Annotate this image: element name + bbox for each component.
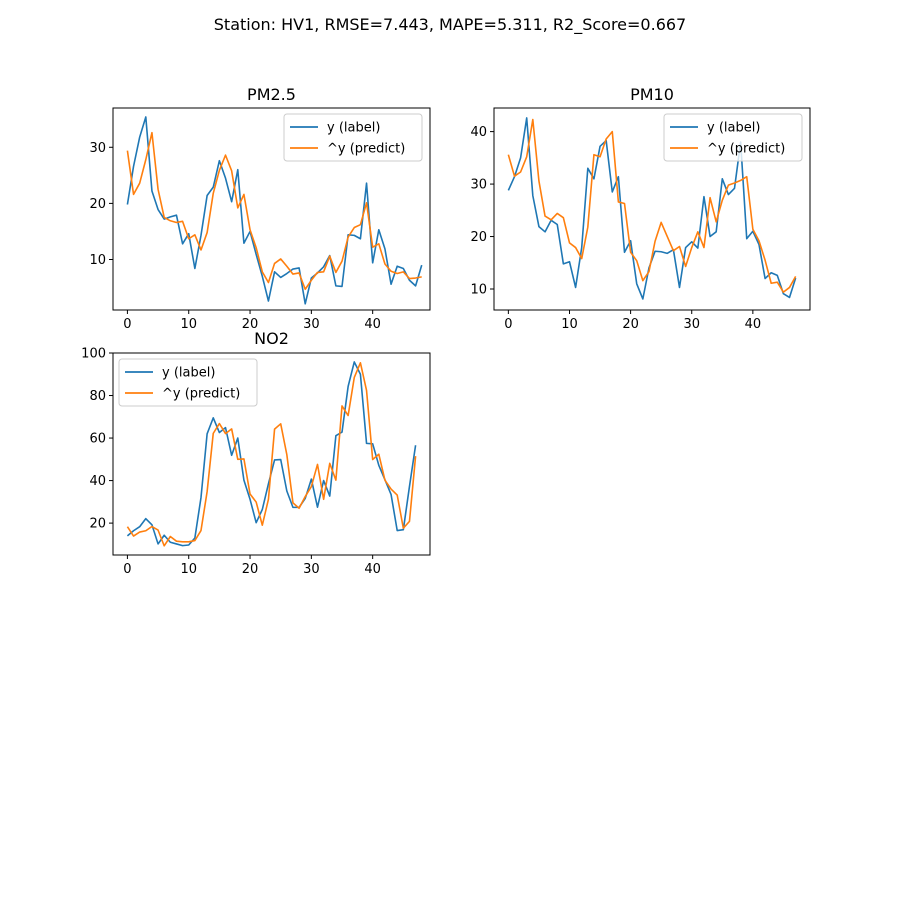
x-tick-label: 30 (683, 317, 700, 332)
series-line-predict (507, 118, 797, 293)
legend: y (label) ^y (predict) (663, 113, 803, 162)
y-tick-label: 60 (89, 432, 106, 447)
y-tick-label: 100 (81, 347, 106, 362)
x-tick-label: 30 (303, 562, 320, 577)
x-tick-label: 10 (561, 317, 578, 332)
x-tick-label: 40 (364, 562, 381, 577)
axes-frame (112, 107, 431, 311)
legend: y (label) ^y (predict) (283, 113, 423, 162)
series-line-predict (126, 361, 417, 547)
y-tick-label: 40 (89, 474, 106, 489)
y-tick-label: 10 (89, 253, 106, 268)
axes-frame (112, 352, 431, 556)
x-tick-label: 20 (622, 317, 639, 332)
x-tick-label: 0 (123, 317, 131, 332)
y-tick-label: 30 (470, 178, 487, 193)
legend-label: ^y (predict) (707, 142, 785, 157)
x-tick-label: 0 (123, 562, 131, 577)
x-tick-label: 20 (242, 317, 259, 332)
x-tick-label: 0 (504, 317, 512, 332)
subplot-no2: NO2 0 10 20 30 40 20 40 60 80 100 y (label) ^y (pred… (81, 329, 431, 577)
y-tick-label: 40 (470, 125, 487, 140)
x-tick-label: 30 (303, 317, 320, 332)
subplot-title: PM10 (630, 85, 674, 104)
figure-suptitle: Station: HV1, RMSE=7.443, MAPE=5.311, R2… (214, 15, 686, 35)
y-tick-label: 10 (470, 283, 487, 298)
legend-box (118, 358, 258, 407)
x-tick-label: 20 (242, 562, 259, 577)
legend: y (label) ^y (predict) (118, 358, 258, 407)
y-tick-label: 20 (470, 230, 487, 245)
series-line-label (126, 116, 423, 305)
x-tick-label: 10 (180, 317, 197, 332)
legend-box (663, 113, 803, 162)
y-tick-label: 20 (89, 197, 106, 212)
x-tick-label: 40 (745, 317, 762, 332)
legend-label: ^y (predict) (162, 387, 240, 402)
subplot-title: NO2 (254, 329, 289, 348)
legend-label: y (label) (707, 121, 760, 136)
subplot-pm10: PM10 0 10 20 30 40 10 20 30 40 y (label) ^y (predic… (470, 85, 811, 332)
axes-frame (493, 107, 811, 311)
y-tick-label: 80 (89, 389, 106, 404)
legend-label: ^y (predict) (327, 142, 405, 157)
y-tick-label: 30 (89, 141, 106, 156)
subplot-title: PM2.5 (247, 85, 296, 104)
x-tick-label: 40 (364, 317, 381, 332)
subplot-pm25: PM2.5 0 10 20 30 40 10 20 30 y (label) ^y (predict… (89, 85, 431, 332)
y-tick-label: 20 (89, 517, 106, 532)
legend-label: y (label) (327, 121, 380, 136)
legend-box (283, 113, 423, 162)
legend-label: y (label) (162, 366, 215, 381)
series-line-predict (126, 131, 422, 291)
x-tick-label: 10 (180, 562, 197, 577)
